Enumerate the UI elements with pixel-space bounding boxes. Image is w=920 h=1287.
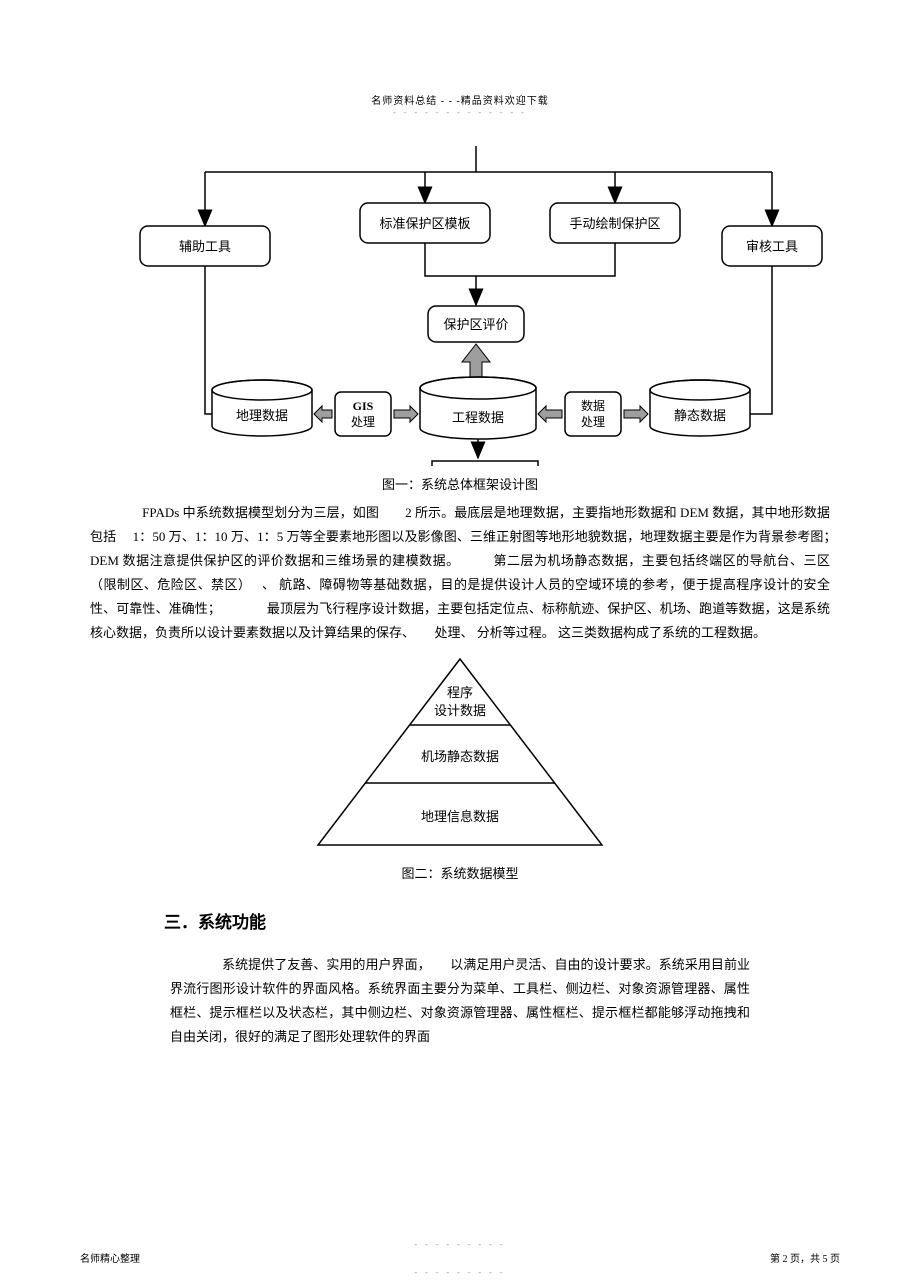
- paragraph-1: FPADs 中系统数据模型划分为三层，如图 2 所示。最底层是地理数据，主要指地…: [0, 501, 920, 645]
- node-eval: 保护区评价: [443, 317, 508, 332]
- section-title: 三．系统功能: [0, 908, 920, 933]
- svg-text:GIS: GIS: [353, 399, 374, 413]
- paragraph-2: 系统提供了友善、实用的用户界面， 以满足用户灵活、自由的设计要求。系统采用目前业…: [0, 953, 920, 1049]
- footer-right: 第 2 页，共 5 页: [770, 1250, 840, 1265]
- figure-1-flowchart: 辅助工具 标准保护区模板 手动绘制保护区 审核工具 保护区评价 地理数据 工程数…: [0, 66, 920, 466]
- footer-dots-1: - - - - - - - - -: [0, 1240, 920, 1249]
- svg-text:处理: 处理: [581, 415, 605, 429]
- svg-text:机场静态数据: 机场静态数据: [421, 749, 499, 764]
- svg-text:工程数据: 工程数据: [452, 410, 504, 425]
- cylinder-eng: 工程数据: [420, 377, 536, 439]
- svg-text:静态数据: 静态数据: [674, 408, 726, 423]
- node-manual: 手动绘制保护区: [569, 216, 660, 231]
- header-dots: - - - - - - - - - - - - -: [0, 108, 920, 117]
- svg-text:处理: 处理: [351, 415, 375, 429]
- figure-2-pyramid: 程序 设计数据 机场静态数据 地理信息数据: [0, 645, 920, 855]
- footer-left: 名师精心整理: [80, 1250, 140, 1265]
- svg-text:数据: 数据: [581, 398, 605, 413]
- cylinder-static: 静态数据: [650, 380, 750, 436]
- cylinder-geo: 地理数据: [212, 380, 312, 436]
- page-header: 名师资料总结 - - -精品资料欢迎下载: [0, 92, 920, 107]
- svg-text:地理数据: 地理数据: [236, 408, 288, 423]
- svg-text:程序: 程序: [447, 685, 473, 700]
- node-aux: 辅助工具: [179, 239, 231, 254]
- figure-1-caption: 图一：系统总体框架设计图: [0, 474, 920, 493]
- report-box: 出图与 报告 /报表: [432, 461, 538, 466]
- footer-dots-2: - - - - - - - - -: [0, 1268, 920, 1277]
- svg-text:地理信息数据: 地理信息数据: [421, 809, 499, 824]
- node-audit: 审核工具: [746, 239, 798, 254]
- node-std: 标准保护区模板: [379, 216, 470, 231]
- figure-2-caption: 图二：系统数据模型: [0, 863, 920, 882]
- svg-text:设计数据: 设计数据: [434, 703, 486, 718]
